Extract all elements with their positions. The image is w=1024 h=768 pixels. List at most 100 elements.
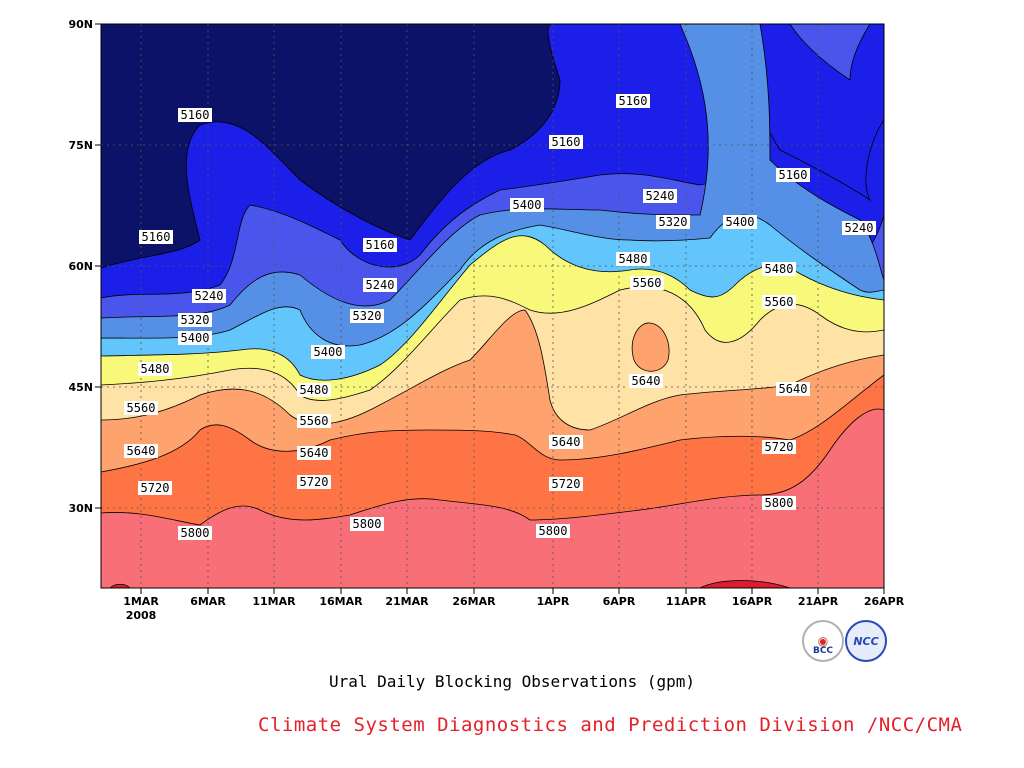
contour-label-bg <box>192 289 226 303</box>
contour-label-text: 5160 <box>619 94 648 108</box>
contour-label: 5240 <box>842 221 876 235</box>
x-tick-label: 11APR <box>666 595 707 608</box>
contour-labels: 5160 5160 5160 5160 5160 5160 5240 5240 5240 5240… <box>124 94 876 540</box>
contour-label: 5160 <box>616 94 650 108</box>
contour-label: 5400 <box>178 331 212 345</box>
contour-label-text: 5400 <box>314 345 343 359</box>
contour-label-bg <box>124 444 158 458</box>
x-tick-label: 6MAR <box>190 595 226 608</box>
contour-label: 5800 <box>350 517 384 531</box>
contour-label-text: 5480 <box>765 262 794 276</box>
x-tick-label: 16MAR <box>319 595 363 608</box>
contour-label: 5160 <box>549 135 583 149</box>
contour-label: 5240 <box>363 278 397 292</box>
contour-label-bg <box>629 374 663 388</box>
contour-label: 5160 <box>363 238 397 252</box>
contour-label-text: 5480 <box>619 252 648 266</box>
x-tick-label: 21MAR <box>385 595 429 608</box>
x-tick-label: 16APR <box>732 595 773 608</box>
contour-label-text: 5480 <box>141 362 170 376</box>
chart-title: Ural Daily Blocking Observations (gpm) <box>328 672 696 691</box>
x-tick-label: 1MAR <box>123 595 159 608</box>
contour-label: 5480 <box>616 252 650 266</box>
contour-label-text: 5240 <box>646 189 675 203</box>
contour-label-text: 5160 <box>366 238 395 252</box>
contour-label: 5320 <box>350 309 384 323</box>
contour-label-text: 5240 <box>845 221 874 235</box>
contour-label-bg <box>616 252 650 266</box>
contour-label: 5480 <box>762 262 796 276</box>
contour-label: 5160 <box>776 168 810 182</box>
ncc-logo: NCC <box>845 620 887 662</box>
plot-frame <box>100 23 885 589</box>
contour-label-bg <box>297 475 331 489</box>
contour-label-text: 5160 <box>552 135 581 149</box>
contour-label-text: 5720 <box>141 481 170 495</box>
contour-label: 5640 <box>124 444 158 458</box>
contour-label-text: 5800 <box>539 524 568 538</box>
contour-label: 5640 <box>776 382 810 396</box>
x-tick-label: 21APR <box>798 595 839 608</box>
contour-label-bg <box>549 435 583 449</box>
contour-label: 5800 <box>536 524 570 538</box>
contour-label: 5480 <box>297 383 331 397</box>
contour-label-text: 5720 <box>552 477 581 491</box>
credit-line: Climate System Diagnostics and Predictio… <box>258 714 963 736</box>
contour-label-bg <box>297 446 331 460</box>
contour-label-bg <box>178 331 212 345</box>
contour-label-text: 5800 <box>353 517 382 531</box>
contour-label-text: 5560 <box>633 276 662 290</box>
contour-label: 5320 <box>178 313 212 327</box>
contour-label-bg <box>350 309 384 323</box>
contour-label: 5640 <box>297 446 331 460</box>
contour-label-bg <box>311 345 345 359</box>
contour-fills <box>101 24 884 588</box>
contour-label-bg <box>138 362 172 376</box>
contour-label-text: 5720 <box>300 475 329 489</box>
contour-label: 5480 <box>138 362 172 376</box>
contour-label-text: 5560 <box>127 401 156 415</box>
contour-label-text: 5720 <box>765 440 794 454</box>
contour-label-bg <box>630 276 664 290</box>
contour-label: 5400 <box>311 345 345 359</box>
contour-label-bg <box>762 440 796 454</box>
contour-label: 5560 <box>297 414 331 428</box>
contour-label-bg <box>178 313 212 327</box>
contour-label: 5640 <box>629 374 663 388</box>
contour-label-text: 5320 <box>353 309 382 323</box>
contour-label: 5160 <box>139 230 173 244</box>
contour-label-bg <box>776 168 810 182</box>
contour-label-text: 5240 <box>366 278 395 292</box>
contour-label-bg <box>350 517 384 531</box>
band-5800 <box>101 408 884 588</box>
contour-label-text: 5640 <box>127 444 156 458</box>
blob-5640 <box>631 322 670 372</box>
contour-label-bg <box>297 383 331 397</box>
y-tick-label: 75N <box>68 139 93 152</box>
contour-label-bg <box>656 215 690 229</box>
y-tick-label: 45N <box>68 381 93 394</box>
x-tick-label: 26MAR <box>452 595 496 608</box>
y-tick-label: 90N <box>68 18 93 31</box>
contour-label-bg <box>616 94 650 108</box>
x-tick-label: 11MAR <box>252 595 296 608</box>
contour-label-text: 5400 <box>513 198 542 212</box>
contour-label: 5720 <box>549 477 583 491</box>
y-tick-label: 60N <box>68 260 93 273</box>
contour-label: 5240 <box>643 189 677 203</box>
contour-label: 5160 <box>178 108 212 122</box>
ncc-logo-text: NCC <box>853 635 879 648</box>
contour-label-bg <box>643 189 677 203</box>
contour-label-bg <box>762 262 796 276</box>
contour-label-bg <box>363 278 397 292</box>
contour-label-text: 5560 <box>765 295 794 309</box>
contour-label-bg <box>549 135 583 149</box>
contour-label-text: 5800 <box>181 526 210 540</box>
contour-label-text: 5480 <box>300 383 329 397</box>
contour-label: 5240 <box>192 289 226 303</box>
contour-label-bg <box>762 295 796 309</box>
contour-label-bg <box>776 382 810 396</box>
bcc-logo: ◉ BCC <box>802 620 844 662</box>
x-tick-label: 26APR <box>864 595 905 608</box>
contour-label-bg <box>138 481 172 495</box>
